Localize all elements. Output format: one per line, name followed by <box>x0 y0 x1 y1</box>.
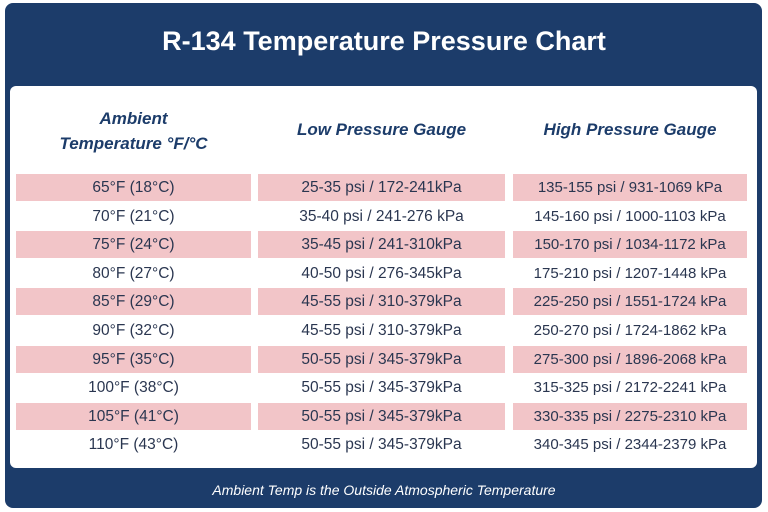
high-pressure-cell: 340-345 psi / 2344-2379 kPa <box>533 436 727 454</box>
table-row: 95°F (35°C) 50-55 psi / 345-379kPa 275-300… <box>0 345 768 373</box>
low-pressure-cell: 50-55 psi / 345-379kPa <box>258 402 505 430</box>
table-row: 80°F (27°C) 40-50 psi / 276-345kPa 175-210… <box>0 260 768 287</box>
low-pressure-cell: 35-45 psi / 241-310kPa <box>258 231 505 259</box>
table-row: 65°F (18°C) 25-35 psi / 172-241kPa 135-155… <box>0 174 768 201</box>
low-pressure-cell: 40-50 psi / 276-345kPa <box>301 264 462 282</box>
high-pressure-cell: 330-335 psi / 2275-2310 kPa <box>513 402 747 430</box>
low-pressure-cell: 50-55 psi / 345-379kPa <box>301 436 462 454</box>
high-pressure-cell: 150-170 psi / 1034-1172 kPa <box>513 231 747 259</box>
temperature-cell: 70°F (21°C) <box>92 207 175 225</box>
high-pressure-cell: 250-270 psi / 1724-1862 kPa <box>533 322 727 339</box>
table-row: 110°F (43°C) 50-55 psi / 345-379kPa 340-34… <box>0 431 768 458</box>
header-low-pressure: Low Pressure Gauge <box>296 120 467 139</box>
header-ambient-line2: Temperature °F/°C <box>59 134 208 153</box>
temperature-cell: 85°F (29°C) <box>16 288 251 316</box>
temperature-cell: 90°F (32°C) <box>92 322 175 339</box>
temperature-cell: 110°F (43°C) <box>88 436 179 454</box>
low-pressure-cell: 25-35 psi / 172-241kPa <box>258 174 505 201</box>
high-pressure-cell: 315-325 psi / 2172-2241 kPa <box>533 379 727 397</box>
table-row: 70°F (21°C) 35-40 psi / 241-276 kPa 145-16… <box>0 203 768 230</box>
header-ambient-temperature: Ambient Temperature °F/°C <box>16 106 251 156</box>
low-pressure-cell: 35-40 psi / 241-276 kPa <box>299 207 464 225</box>
header-ambient-line1: Ambient <box>99 109 168 128</box>
temperature-cell: 100°F (38°C) <box>88 379 179 397</box>
table-row: 100°F (38°C) 50-55 psi / 345-379kPa 315-32… <box>0 374 768 401</box>
low-pressure-cell: 50-55 psi / 345-379kPa <box>301 379 462 397</box>
temperature-cell: 65°F (18°C) <box>16 174 251 201</box>
low-pressure-cell: 50-55 psi / 345-379kPa <box>258 345 505 373</box>
table-row: 105°F (41°C) 50-55 psi / 345-379kPa 330-33… <box>0 402 768 430</box>
table-row: 85°F (29°C) 45-55 psi / 310-379kPa 225-250… <box>0 288 768 316</box>
temperature-cell: 105°F (41°C) <box>16 402 251 430</box>
low-pressure-cell: 45-55 psi / 310-379kPa <box>301 322 462 339</box>
chart-title: R-134 Temperature Pressure Chart <box>162 26 606 56</box>
high-pressure-cell: 135-155 psi / 931-1069 kPa <box>513 174 747 201</box>
high-pressure-cell: 175-210 psi / 1207-1448 kPa <box>533 264 727 282</box>
high-pressure-cell: 275-300 psi / 1896-2068 kPa <box>513 345 747 373</box>
temperature-cell: 80°F (27°C) <box>92 264 175 282</box>
temperature-cell: 95°F (35°C) <box>16 345 251 373</box>
low-pressure-cell: 45-55 psi / 310-379kPa <box>258 288 505 316</box>
table-row: 90°F (32°C) 45-55 psi / 310-379kPa 250-270… <box>0 317 768 344</box>
table-row: 75°F (24°C) 35-45 psi / 241-310kPa 150-170… <box>0 231 768 259</box>
temperature-cell: 75°F (24°C) <box>16 231 251 259</box>
header-high-pressure: High Pressure Gauge <box>543 120 717 139</box>
footnote: Ambient Temp is the Outside Atmospheric … <box>212 482 556 498</box>
high-pressure-cell: 225-250 psi / 1551-1724 kPa <box>513 288 747 316</box>
high-pressure-cell: 145-160 psi / 1000-1103 kPa <box>534 207 726 225</box>
